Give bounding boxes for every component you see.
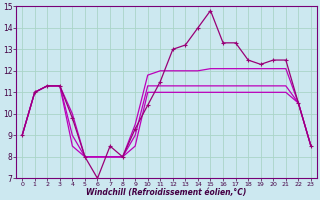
X-axis label: Windchill (Refroidissement éolien,°C): Windchill (Refroidissement éolien,°C)	[86, 188, 247, 197]
